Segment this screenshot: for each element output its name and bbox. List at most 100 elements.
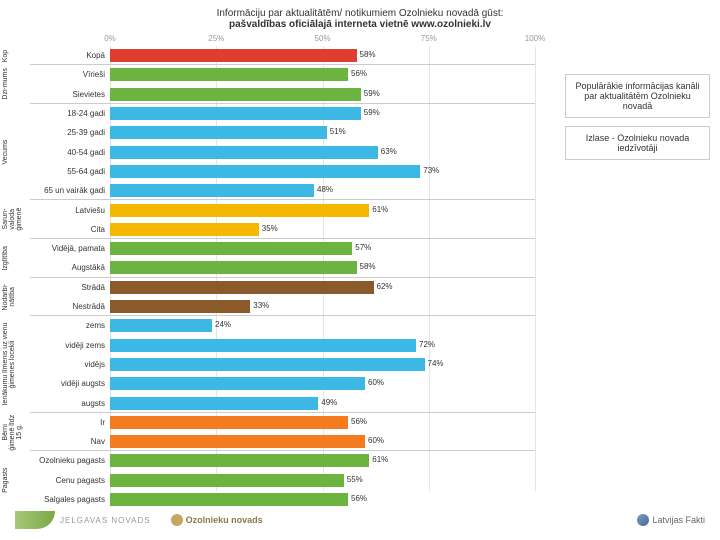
bar-track: 62%: [110, 281, 535, 294]
row-label: augsts: [30, 399, 110, 408]
row-label: 65 un vairāk gadi: [30, 186, 110, 195]
bar-row: Cenu pagasts55%: [0, 471, 560, 490]
row-label: Cita: [30, 225, 110, 234]
title-line2: pašvaldības oficiālajā interneta vietnē …: [0, 19, 720, 30]
main-area: 0%25%50%75%100% Kopā58%KopVīrieši56%Siev…: [0, 34, 720, 494]
group-label-text: Nodarbi-nātība: [2, 278, 30, 317]
bar: [110, 454, 369, 467]
circle-icon: [171, 514, 183, 526]
bar-row: 25-39 gadi51%: [0, 123, 560, 142]
group-label: Kop: [2, 46, 28, 65]
group-label-text: Dzi-mums: [2, 65, 30, 104]
group-label: Ienākumu līmenis uz vienu ģimenes locekl…: [2, 316, 28, 413]
bar: [110, 165, 420, 178]
bar-row: 55-64 gadi 73%: [0, 162, 560, 181]
bar-row: augsts 49%: [0, 393, 560, 412]
bar-value: 33%: [250, 301, 269, 310]
row-label: vidēji augsts: [30, 379, 110, 388]
bar-value: 35%: [259, 224, 278, 233]
group-label-text: Kop: [2, 46, 30, 65]
row-label: Augstākā: [30, 263, 110, 272]
bar-value: 57%: [352, 243, 371, 252]
bar-row: Ir56%: [0, 413, 560, 432]
bar: [110, 88, 361, 101]
row-label: zems: [30, 321, 110, 330]
bar: [110, 358, 425, 371]
bar-track: 61%: [110, 454, 535, 467]
info-box-1: Populārākie informācijas kanāli par aktu…: [565, 74, 710, 118]
bar: [110, 107, 361, 120]
brand-ozolnieku: Ozolnieku novads: [171, 514, 263, 526]
row-label: Latviešu: [30, 206, 110, 215]
bar-value: 60%: [365, 436, 384, 445]
row-label: Ozolnieku pagasts: [30, 456, 110, 465]
bar-value: 60%: [365, 378, 384, 387]
bar: [110, 474, 344, 487]
bar: [110, 146, 378, 159]
axis-tick: 25%: [208, 34, 224, 43]
bar-track: 73%: [110, 165, 535, 178]
bar-row: Kopā58%: [0, 46, 560, 65]
bar-value: 74%: [425, 359, 444, 368]
bar-row: 40-54 gadi 63%: [0, 143, 560, 162]
bar-track: 55%: [110, 474, 535, 487]
group-label: Dzi-mums: [2, 65, 28, 104]
title-line1: Informāciju par aktualitātēm/ notikumiem…: [0, 8, 720, 19]
bar-value: 51%: [327, 127, 346, 136]
bar: [110, 184, 314, 197]
chart-area: 0%25%50%75%100% Kopā58%KopVīrieši56%Siev…: [0, 34, 560, 494]
bar-row: Nestrādā 33%: [0, 297, 560, 316]
bar-row: vidējs74%: [0, 355, 560, 374]
bar-value: 59%: [361, 89, 380, 98]
bar-value: 24%: [212, 320, 231, 329]
group-label: Izglītība: [2, 239, 28, 278]
row-label: vidēji zems: [30, 341, 110, 350]
bar-value: 59%: [361, 108, 380, 117]
bar-row: vidēji augsts 60%: [0, 374, 560, 393]
bar-value: 55%: [344, 475, 363, 484]
bar-track: 56%: [110, 416, 535, 429]
row-label: Nav: [30, 437, 110, 446]
brand-jelgavas: JELGAVAS NOVADS: [60, 516, 151, 525]
group-label: Vecums: [2, 104, 28, 201]
bar-value: 63%: [378, 147, 397, 156]
bar-row: Cita 35%: [0, 220, 560, 239]
bar-value: 58%: [357, 262, 376, 271]
bar-row: Vidējā, pamata 57%: [0, 239, 560, 258]
row-label: Nestrādā: [30, 302, 110, 311]
bar: [110, 300, 250, 313]
bar: [110, 339, 416, 352]
info-box-2: Izlase - Ozolnieku novada iedzīvotāji: [565, 126, 710, 160]
bar: [110, 68, 348, 81]
row-label: Kopā: [30, 51, 110, 60]
bar: [110, 261, 357, 274]
row-label: Vidējā, pamata: [30, 244, 110, 253]
bar-row: zems 24%: [0, 316, 560, 335]
bar-value: 49%: [318, 398, 337, 407]
row-label: Sievietes: [30, 90, 110, 99]
row-label: 40-54 gadi: [30, 148, 110, 157]
row-label: 55-64 gadi: [30, 167, 110, 176]
bar-row: Strādā62%: [0, 278, 560, 297]
row-label: Vīrieši: [30, 70, 110, 79]
group-label-text: Vecums: [2, 104, 30, 201]
bar-row: 18-24 gadi59%: [0, 104, 560, 123]
bar-track: 63%: [110, 146, 535, 159]
bar-track: 61%: [110, 204, 535, 217]
axis-tick: 75%: [421, 34, 437, 43]
group-label-text: Pagasts: [2, 451, 30, 509]
bar: [110, 435, 365, 448]
bar-track: 49%: [110, 397, 535, 410]
bar-row: Augstākā 58%: [0, 258, 560, 277]
bar: [110, 126, 327, 139]
axis-tick: 0%: [104, 34, 116, 43]
bar-row: Sievietes 59%: [0, 85, 560, 104]
group-label: Sarun-valoda ģimenē: [2, 200, 28, 239]
bar-row: Nav 60%: [0, 432, 560, 451]
axis-tick: 50%: [314, 34, 330, 43]
bar: [110, 49, 357, 62]
bar-value: 56%: [348, 417, 367, 426]
bar-track: 51%: [110, 126, 535, 139]
bar-value: 73%: [420, 166, 439, 175]
group-label-text: Sarun-valoda ģimenē: [2, 200, 30, 239]
